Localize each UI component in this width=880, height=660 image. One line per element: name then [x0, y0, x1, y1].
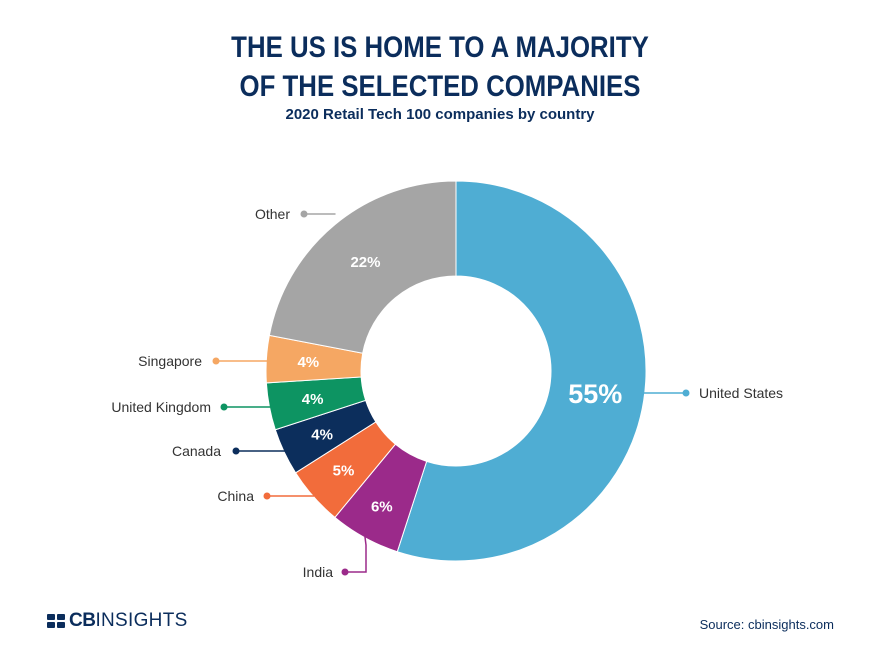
- category-label-united-kingdom: United Kingdom: [111, 399, 211, 415]
- slice-value-label-other: 22%: [350, 254, 380, 271]
- leader-dot-india: [341, 568, 349, 576]
- category-label-china: China: [217, 488, 254, 504]
- chart-title-line-2: OF THE SELECTED COMPANIES: [239, 70, 641, 103]
- leader-dot-canada: [232, 447, 240, 455]
- slice-value-label-united-states: 55%: [568, 379, 622, 409]
- slice-value-label-canada: 4%: [311, 426, 333, 443]
- category-label-canada: Canada: [172, 443, 221, 459]
- leader-dot-singapore: [212, 357, 220, 365]
- category-label-other: Other: [255, 206, 290, 222]
- logo-cb-text: CB: [69, 610, 96, 631]
- slice-value-label-india: 6%: [371, 498, 393, 515]
- chart-title: THE US IS HOME TO A MAJORITY OF THE SELE…: [62, 28, 819, 106]
- leader-line-india: [345, 536, 367, 573]
- leader-dot-united-kingdom: [220, 403, 228, 411]
- category-label-india: India: [303, 564, 334, 580]
- slice-value-label-united-kingdom: 4%: [302, 391, 324, 408]
- cbinsights-logo: CB INSIGHTS: [47, 610, 188, 632]
- chart-subtitle: 2020 Retail Tech 100 companies by countr…: [285, 106, 595, 123]
- slice-other: [268, 180, 457, 354]
- category-label-united-states: United States: [699, 385, 783, 401]
- leader-dot-china: [263, 492, 271, 500]
- leader-dot-other: [300, 210, 308, 218]
- slice-value-label-singapore: 4%: [297, 354, 319, 371]
- cbinsights-logo-icon: [47, 613, 65, 629]
- chart-title-line-1: THE US IS HOME TO A MAJORITY: [231, 31, 649, 64]
- source-note: Source: cbinsights.com: [699, 617, 834, 632]
- category-label-singapore: Singapore: [138, 353, 202, 369]
- logo-insights-text: INSIGHTS: [95, 610, 188, 631]
- slice-value-label-china: 5%: [333, 463, 355, 480]
- leader-dot-united-states: [682, 389, 690, 397]
- slice-united-states: [396, 180, 647, 562]
